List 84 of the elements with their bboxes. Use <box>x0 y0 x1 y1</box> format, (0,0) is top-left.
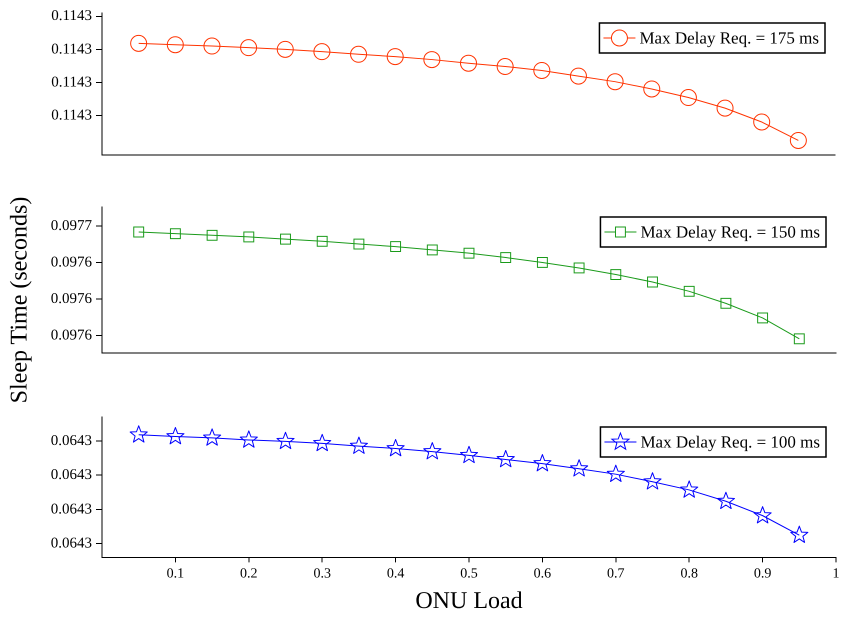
point <box>170 228 181 240</box>
x-tick-label: 0.6 <box>534 566 552 582</box>
x-tick-label: 1 <box>832 566 840 582</box>
point <box>316 236 328 247</box>
x-tick-label: 0.9 <box>754 566 772 582</box>
point <box>166 36 184 54</box>
point <box>716 492 735 510</box>
legend-label: Max Delay Req. = 100 ms <box>640 432 820 452</box>
point <box>533 454 552 472</box>
point <box>133 226 144 238</box>
point <box>680 89 697 106</box>
point <box>353 238 364 250</box>
y-tick-label: 0.0976 <box>50 327 92 344</box>
point <box>203 428 222 446</box>
point <box>350 46 368 63</box>
point <box>790 132 807 149</box>
point <box>680 480 698 498</box>
y-tick-label: 0.0643 <box>50 467 92 484</box>
point <box>313 43 330 60</box>
y-tick-label: 0.0643 <box>50 432 92 449</box>
point <box>536 257 548 268</box>
point <box>790 526 808 543</box>
point <box>240 430 258 448</box>
x-axis-title: ONU Load <box>415 588 523 614</box>
point <box>500 252 512 263</box>
point <box>203 38 220 55</box>
y-tick-label: 0.1143 <box>51 8 92 24</box>
point <box>496 450 515 468</box>
point <box>276 40 294 58</box>
point <box>533 62 550 79</box>
point <box>720 298 732 309</box>
y-tick-label: 0.0643 <box>50 501 92 518</box>
point <box>460 54 477 72</box>
point <box>574 262 585 274</box>
point <box>243 231 254 242</box>
y-tick-label: 0.0976 <box>50 254 92 270</box>
point <box>716 100 734 117</box>
point <box>643 472 662 490</box>
point <box>206 230 218 241</box>
point <box>460 446 478 464</box>
point <box>570 68 587 85</box>
point <box>423 51 440 68</box>
point <box>754 506 772 524</box>
point <box>276 432 295 450</box>
x-tick-label: 0.7 <box>607 566 625 582</box>
point <box>426 244 438 256</box>
point <box>570 459 588 476</box>
point <box>390 241 402 252</box>
point <box>496 58 514 75</box>
legend-label: Max Delay Req. = 150 ms <box>640 222 820 242</box>
y-tick-label: 0.0643 <box>50 536 92 552</box>
point <box>280 234 291 245</box>
point <box>647 276 658 288</box>
y-tick-label: 0.1143 <box>51 107 92 124</box>
point <box>130 34 148 52</box>
point <box>166 427 184 444</box>
x-tick-label: 0.3 <box>313 566 331 582</box>
point <box>753 113 770 130</box>
x-tick-label: 0.2 <box>240 566 258 582</box>
y-tick-label: 0.0976 <box>50 290 92 307</box>
point <box>386 439 405 456</box>
y-tick-label: 0.0977 <box>50 218 92 234</box>
x-tick-label: 0.8 <box>680 566 698 582</box>
x-tick-label: 0.4 <box>386 566 404 582</box>
point <box>684 286 695 297</box>
point <box>606 464 625 482</box>
point <box>386 48 404 66</box>
legend-label: Max Delay Req. = 175 ms <box>639 28 819 48</box>
y-axis-title: Sleep Time (seconds) <box>6 196 34 404</box>
point <box>794 333 805 344</box>
point <box>464 248 474 259</box>
point <box>423 442 442 460</box>
point <box>240 39 258 56</box>
point <box>130 425 148 443</box>
point <box>643 80 660 98</box>
y-tick-label: 0.1143 <box>51 74 92 90</box>
point <box>350 436 368 454</box>
point <box>313 434 332 452</box>
x-tick-label: 0.1 <box>166 566 184 582</box>
point <box>606 73 624 90</box>
point <box>610 269 622 280</box>
y-tick-label: 0.1143 <box>51 41 92 58</box>
point <box>757 312 768 324</box>
x-tick-label: 0.5 <box>460 566 478 582</box>
